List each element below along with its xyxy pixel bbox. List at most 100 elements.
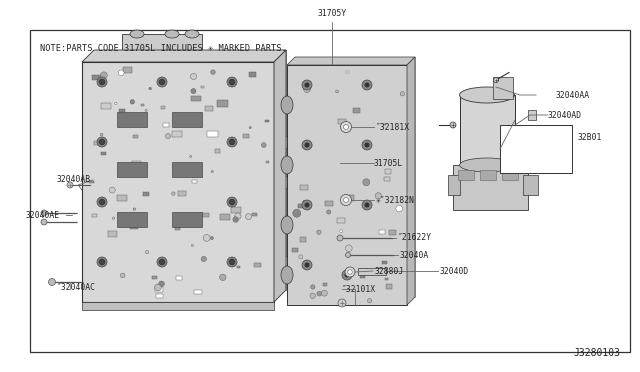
Circle shape	[305, 202, 310, 208]
Circle shape	[249, 126, 252, 129]
Circle shape	[246, 214, 252, 219]
Circle shape	[159, 259, 165, 265]
Circle shape	[172, 192, 175, 195]
Bar	[389, 230, 396, 235]
Circle shape	[302, 80, 312, 90]
Text: 32040AA: 32040AA	[556, 90, 590, 99]
Circle shape	[365, 83, 369, 87]
Bar	[184, 122, 187, 124]
Circle shape	[154, 284, 161, 291]
Circle shape	[303, 86, 310, 93]
Circle shape	[99, 259, 105, 265]
Circle shape	[227, 257, 237, 267]
Circle shape	[211, 170, 213, 173]
Circle shape	[229, 139, 235, 145]
Bar	[175, 227, 180, 230]
Text: 32040A: 32040A	[400, 250, 429, 260]
Bar	[386, 284, 392, 289]
Bar	[172, 162, 202, 177]
Circle shape	[118, 70, 124, 76]
Circle shape	[120, 273, 125, 278]
Bar	[102, 103, 111, 109]
Bar	[92, 75, 100, 80]
Circle shape	[49, 279, 56, 285]
Circle shape	[204, 234, 210, 241]
Bar	[298, 204, 304, 208]
Bar	[243, 134, 249, 138]
Circle shape	[99, 139, 105, 145]
Circle shape	[159, 281, 164, 286]
Bar	[191, 96, 200, 101]
Bar	[254, 263, 260, 267]
Circle shape	[159, 79, 165, 85]
Circle shape	[340, 195, 351, 205]
Circle shape	[160, 81, 164, 84]
Bar	[200, 86, 204, 88]
Bar	[175, 170, 186, 176]
Circle shape	[229, 259, 235, 265]
Bar	[339, 119, 346, 124]
Circle shape	[133, 208, 136, 210]
Text: NOTE:PARTS CODE 31705L INCLUDES ✳ MARKED PARTS.: NOTE:PARTS CODE 31705L INCLUDES ✳ MARKED…	[40, 44, 287, 53]
Bar	[220, 214, 230, 220]
Circle shape	[305, 83, 310, 87]
Circle shape	[305, 142, 310, 148]
Circle shape	[365, 142, 369, 148]
Circle shape	[345, 267, 355, 277]
Circle shape	[189, 155, 192, 157]
Bar	[295, 57, 415, 297]
Circle shape	[321, 290, 328, 296]
Circle shape	[396, 205, 403, 212]
Circle shape	[342, 270, 352, 280]
Bar	[346, 71, 349, 73]
Bar	[274, 216, 288, 228]
Bar	[101, 152, 106, 155]
Circle shape	[362, 200, 372, 210]
Circle shape	[367, 142, 371, 147]
Bar	[274, 256, 288, 268]
Bar	[383, 124, 386, 125]
Ellipse shape	[281, 96, 293, 114]
Circle shape	[145, 250, 148, 254]
Circle shape	[220, 274, 226, 280]
Bar	[132, 161, 141, 166]
Text: 32040AE: 32040AE	[26, 211, 60, 219]
Bar	[453, 165, 528, 210]
Circle shape	[317, 291, 322, 296]
Bar	[382, 260, 387, 264]
Circle shape	[310, 293, 316, 298]
Circle shape	[211, 237, 213, 240]
Bar	[156, 294, 163, 298]
Bar	[460, 95, 515, 165]
Circle shape	[99, 199, 105, 205]
Bar	[202, 213, 209, 217]
Bar	[175, 276, 182, 280]
Circle shape	[317, 230, 321, 234]
Bar	[337, 218, 345, 223]
Bar	[123, 67, 132, 73]
Circle shape	[145, 109, 147, 112]
Bar	[266, 161, 269, 163]
Circle shape	[326, 210, 331, 214]
Bar	[353, 108, 360, 113]
Circle shape	[375, 193, 381, 199]
Bar	[217, 100, 228, 107]
Circle shape	[362, 80, 372, 90]
Bar	[117, 195, 127, 201]
Text: ″32101X: ″32101X	[342, 285, 376, 294]
Bar	[265, 120, 269, 122]
Bar	[249, 73, 257, 77]
Circle shape	[363, 179, 370, 186]
Circle shape	[229, 79, 235, 85]
Circle shape	[134, 220, 137, 223]
Bar	[117, 212, 147, 227]
Circle shape	[115, 102, 117, 105]
Bar	[122, 34, 202, 62]
Bar	[480, 170, 496, 180]
Circle shape	[362, 140, 372, 150]
Circle shape	[346, 253, 351, 257]
Circle shape	[344, 198, 348, 202]
Circle shape	[299, 255, 303, 259]
Polygon shape	[82, 50, 286, 62]
Text: 31705L: 31705L	[374, 158, 403, 167]
